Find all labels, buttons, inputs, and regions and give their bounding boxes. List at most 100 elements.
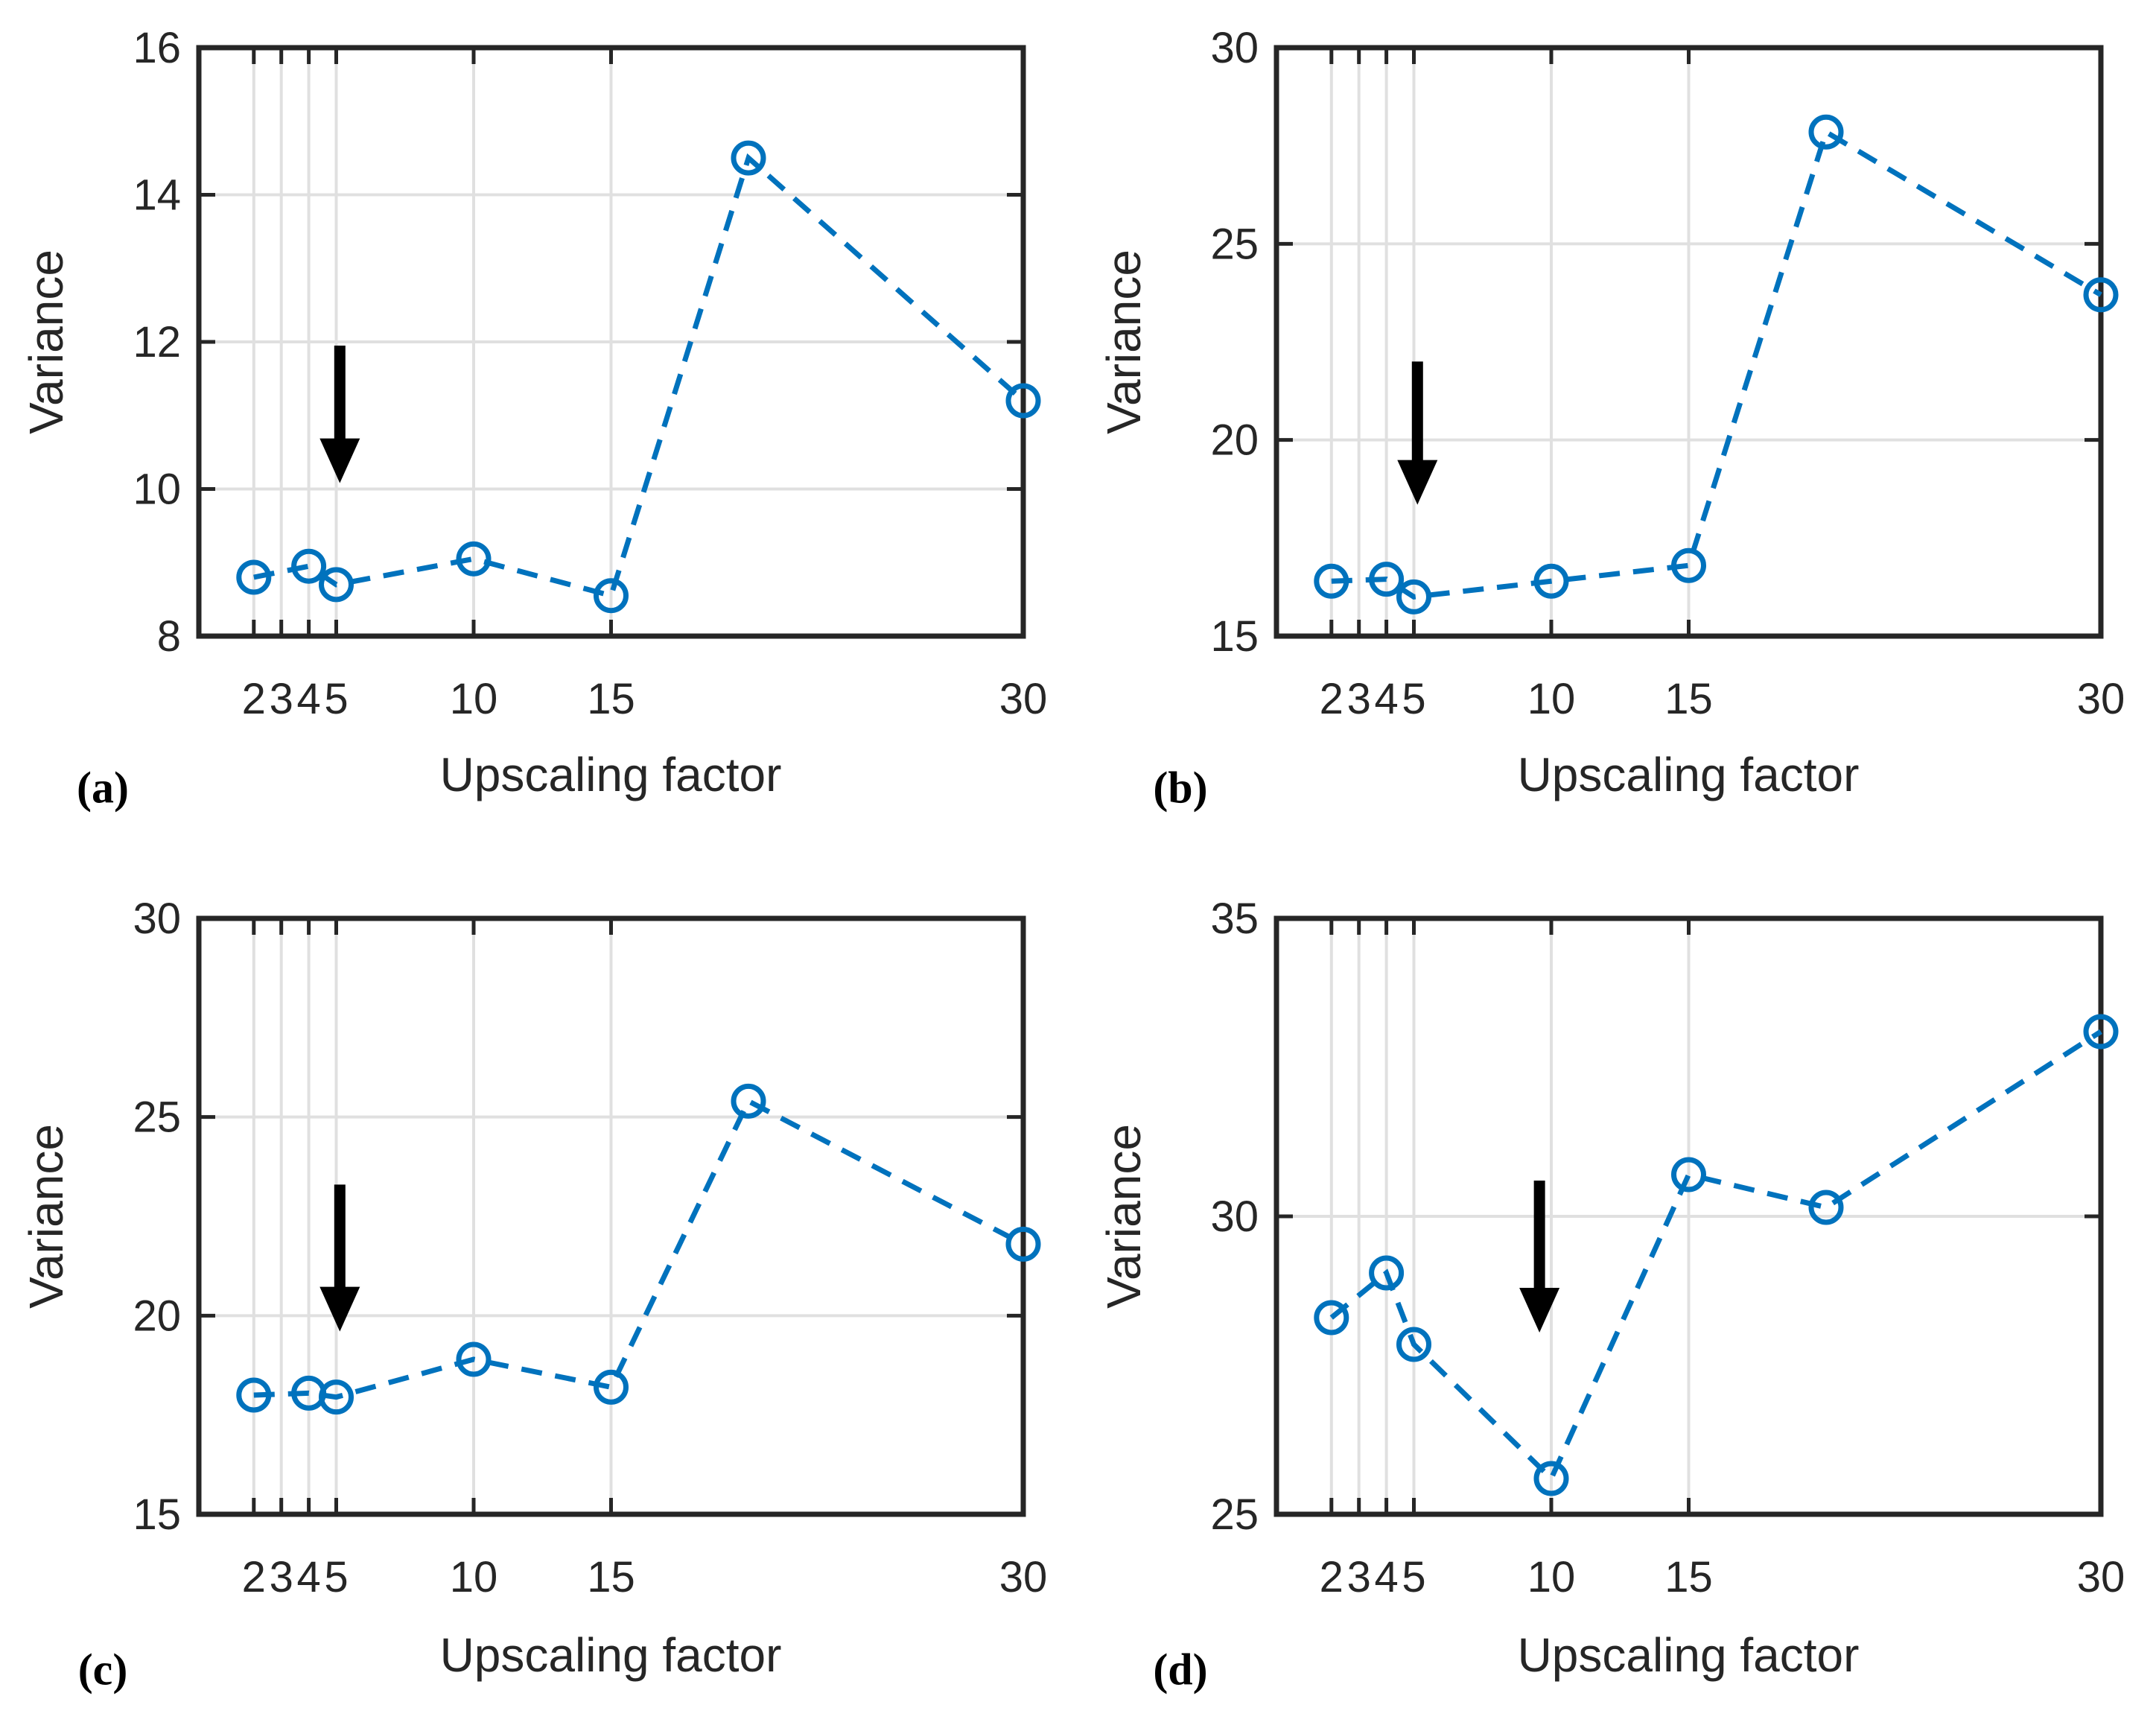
y-tick-label: 25 bbox=[1210, 1490, 1259, 1539]
plot-area-b: 2 3 4 5 10 15 30 15 20 25 30 bbox=[1210, 24, 2125, 723]
x-axis-label: Upscaling factor bbox=[439, 748, 782, 801]
x-tick-label: 30 bbox=[999, 675, 1048, 723]
x-axis-label: Upscaling factor bbox=[1517, 1628, 1860, 1682]
data-line bbox=[253, 1097, 1025, 1400]
x-tick-label: 5 bbox=[1402, 675, 1425, 723]
y-tick-label: 16 bbox=[133, 24, 181, 72]
x-tick-label: 3 bbox=[1347, 1553, 1371, 1601]
data-point-marker bbox=[319, 1379, 354, 1415]
data-line bbox=[1329, 1029, 2102, 1483]
y-axis-label: Variance bbox=[19, 250, 73, 434]
x-tick-label: 2 bbox=[1320, 675, 1343, 723]
y-tick-label: 15 bbox=[1210, 612, 1259, 661]
x-tick-label: 5 bbox=[324, 675, 348, 723]
data-point-marker bbox=[1671, 1157, 1706, 1192]
data-point-marker bbox=[731, 140, 766, 176]
x-tick-label: 30 bbox=[999, 1553, 1048, 1601]
x-tick-label: 4 bbox=[296, 675, 320, 723]
y-tick-label: 8 bbox=[157, 612, 181, 661]
x-tick-label: 15 bbox=[1664, 675, 1713, 723]
x-tick-label: 5 bbox=[324, 1553, 348, 1601]
data-point-marker bbox=[2083, 277, 2119, 313]
y-axis-label: Variance bbox=[19, 1124, 73, 1309]
y-axis-label: Variance bbox=[1097, 250, 1151, 434]
data-point-marker bbox=[456, 541, 492, 577]
y-tick-label: 14 bbox=[133, 171, 181, 220]
panel-caption: (d) bbox=[1153, 1645, 1208, 1695]
y-tick-label: 25 bbox=[133, 1093, 181, 1142]
annotation-arrowhead bbox=[1519, 1288, 1560, 1333]
x-tick-label: 10 bbox=[450, 675, 498, 723]
y-tick-label: 30 bbox=[133, 895, 181, 943]
x-tick-label: 10 bbox=[450, 1553, 498, 1601]
data-point-marker bbox=[236, 1377, 272, 1413]
annotation-arrowhead bbox=[319, 1286, 360, 1332]
x-tick-label: 3 bbox=[270, 675, 293, 723]
data-line bbox=[1331, 127, 2102, 600]
data-line bbox=[253, 153, 1025, 599]
data-point-marker bbox=[456, 1341, 492, 1377]
x-tick-label: 30 bbox=[2077, 1553, 2125, 1601]
data-point-marker bbox=[1533, 563, 1569, 599]
y-tick-label: 30 bbox=[1210, 1192, 1259, 1241]
data-point-marker bbox=[1808, 114, 1844, 150]
x-axis-label: Upscaling factor bbox=[1517, 748, 1860, 801]
y-tick-label: 35 bbox=[1210, 895, 1259, 943]
x-tick-label: 3 bbox=[270, 1553, 293, 1601]
y-tick-label: 20 bbox=[133, 1292, 181, 1340]
data-point-marker bbox=[319, 567, 354, 603]
data-point-marker bbox=[1314, 1300, 1349, 1336]
data-point-marker bbox=[1369, 1255, 1405, 1291]
x-tick-label: 15 bbox=[1664, 1553, 1713, 1601]
x-tick-label: 2 bbox=[242, 675, 266, 723]
data-point-marker bbox=[1005, 1226, 1041, 1262]
y-axis-label: Variance bbox=[1097, 1124, 1151, 1309]
annotation-arrowhead bbox=[319, 438, 360, 483]
annotation-arrowhead bbox=[1397, 460, 1438, 505]
x-tick-label: 3 bbox=[1347, 675, 1371, 723]
plot-area-c: 2 3 4 5 10 15 30 15 20 25 30 bbox=[133, 895, 1048, 1601]
y-tick-label: 10 bbox=[133, 466, 181, 514]
plot-area-d: 2 3 4 5 10 15 30 25 30 35 bbox=[1210, 895, 2125, 1601]
panel-d: 2 3 4 5 10 15 30 25 30 35 Variance Upscaling fact… bbox=[1078, 867, 2156, 1734]
x-tick-label: 10 bbox=[1527, 675, 1576, 723]
panel-b: 2 3 4 5 10 15 30 15 20 25 30 Variance Upscaling fa… bbox=[1078, 0, 2156, 867]
data-point-marker bbox=[1314, 563, 1349, 599]
data-point-marker bbox=[594, 578, 629, 614]
data-point-marker bbox=[1808, 1190, 1844, 1225]
data-point-marker bbox=[1533, 1461, 1569, 1496]
plot-area-a: 2 3 4 5 10 15 30 8 10 12 14 16 bbox=[133, 24, 1048, 723]
y-tick-label: 12 bbox=[133, 318, 181, 366]
panel-caption: (b) bbox=[1153, 763, 1208, 813]
data-point-marker bbox=[731, 1083, 766, 1119]
panel-caption: (a) bbox=[77, 763, 129, 813]
x-tick-label: 4 bbox=[296, 1553, 320, 1601]
data-point-marker bbox=[2083, 1014, 2119, 1049]
data-point-marker bbox=[1396, 579, 1431, 614]
x-tick-label: 15 bbox=[587, 675, 635, 723]
x-tick-label: 4 bbox=[1374, 675, 1398, 723]
panel-c: 2 3 4 5 10 15 30 15 20 25 30 Variance Upscaling fa… bbox=[0, 867, 1078, 1734]
x-tick-label: 30 bbox=[2077, 675, 2125, 723]
x-tick-label: 5 bbox=[1402, 1553, 1425, 1601]
x-tick-label: 2 bbox=[242, 1553, 266, 1601]
data-point-marker bbox=[1671, 547, 1706, 583]
x-tick-label: 15 bbox=[587, 1553, 635, 1601]
data-point-marker bbox=[291, 548, 327, 584]
x-tick-label: 2 bbox=[1320, 1553, 1343, 1601]
x-axis-label: Upscaling factor bbox=[439, 1628, 782, 1682]
panel-a: 2 3 4 5 10 15 30 8 10 12 14 16 Variance Upscaling f… bbox=[0, 0, 1078, 867]
y-tick-label: 30 bbox=[1210, 24, 1259, 72]
panel-caption: (c) bbox=[77, 1645, 128, 1695]
data-point-marker bbox=[594, 1369, 629, 1405]
x-tick-label: 4 bbox=[1374, 1553, 1398, 1601]
data-point-marker bbox=[236, 559, 272, 595]
y-tick-label: 15 bbox=[133, 1490, 181, 1539]
x-tick-label: 10 bbox=[1527, 1553, 1576, 1601]
data-point-marker bbox=[1396, 1327, 1431, 1362]
data-point-marker bbox=[1005, 383, 1041, 419]
y-tick-label: 25 bbox=[1210, 220, 1259, 268]
data-point-marker bbox=[1369, 562, 1405, 597]
y-tick-label: 20 bbox=[1210, 416, 1259, 465]
